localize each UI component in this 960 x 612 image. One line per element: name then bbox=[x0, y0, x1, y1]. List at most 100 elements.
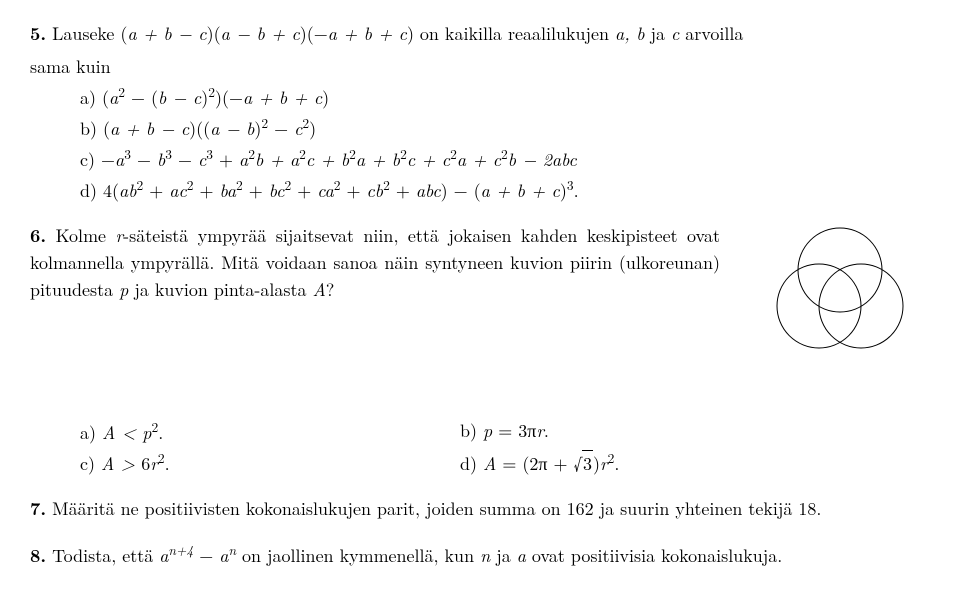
m: ) bbox=[322, 85, 329, 110]
problem-6-number: 6. bbox=[30, 223, 46, 248]
three-circles-figure bbox=[750, 222, 930, 369]
m: + bbox=[390, 178, 416, 203]
m: n+4 bbox=[168, 540, 193, 559]
m: b + a bbox=[255, 147, 299, 172]
t: − bbox=[193, 543, 219, 568]
s: 3 bbox=[124, 144, 131, 163]
math: a, b bbox=[615, 21, 644, 46]
problem-6: 6. Kolme r-säteistä ympyrää sijaitsevat … bbox=[30, 222, 930, 369]
option-c: c) −a3 − b3 − c3 + a2b + a2c + b2a + b2c… bbox=[80, 144, 930, 173]
option-b: b) (a + b − c)((a − b)2 − c2) bbox=[80, 113, 930, 142]
t: Todista, että bbox=[52, 543, 159, 568]
option-c: c) A > 6r2. bbox=[80, 448, 420, 477]
m: a + b + c bbox=[481, 178, 560, 203]
sqrt-icon: √3 bbox=[573, 450, 593, 477]
s: n bbox=[228, 540, 236, 559]
m: a bbox=[109, 85, 118, 110]
m: . bbox=[574, 178, 579, 203]
s: n+4 bbox=[168, 540, 193, 559]
m: r bbox=[150, 451, 158, 476]
problem-5-statement: 5. Lauseke (a + b − c)(a − b + c)(−a + b… bbox=[30, 20, 930, 47]
m: ) bbox=[309, 116, 316, 141]
m: − bbox=[268, 116, 294, 141]
text: Lauseke ( bbox=[52, 21, 127, 46]
m: = 3π bbox=[492, 418, 536, 443]
m: ca bbox=[317, 178, 334, 203]
s: 2 bbox=[501, 144, 508, 163]
m: A bbox=[312, 277, 325, 302]
m: bc bbox=[269, 178, 285, 203]
problem-7-number: 7. bbox=[30, 496, 46, 521]
m: a bbox=[517, 543, 526, 568]
spacer bbox=[30, 477, 930, 495]
m: − bbox=[131, 147, 157, 172]
radicand: 3 bbox=[582, 450, 593, 476]
option-d: d) 4(ab2 + ac2 + ba2 + bc2 + ca2 + cb2 +… bbox=[80, 175, 930, 204]
label: d) bbox=[460, 451, 483, 476]
m: . bbox=[614, 451, 619, 476]
m: . bbox=[544, 418, 549, 443]
m: ) bbox=[593, 451, 600, 476]
label: a) ( bbox=[80, 85, 109, 110]
m: ab bbox=[119, 178, 136, 203]
problem-8-number: 8. bbox=[30, 543, 46, 568]
label: c) bbox=[80, 451, 101, 476]
m: )(( bbox=[189, 116, 210, 141]
m: a bbox=[239, 147, 248, 172]
math: a − b + c bbox=[221, 21, 300, 46]
s: 2 bbox=[236, 175, 243, 194]
math: a + b − c bbox=[127, 21, 206, 46]
m: + bbox=[291, 178, 317, 203]
s: 2 bbox=[158, 448, 165, 467]
t: ovat positiivisia kokonaislukuja. bbox=[526, 543, 782, 568]
m: 6 bbox=[141, 451, 150, 476]
m: + bbox=[193, 178, 219, 203]
m: a + b bbox=[356, 147, 400, 172]
label: a) bbox=[80, 420, 102, 445]
s: 3 bbox=[567, 175, 574, 194]
text: )(− bbox=[300, 21, 328, 46]
m: a + c bbox=[457, 147, 501, 172]
m: − bbox=[172, 147, 198, 172]
option-d: d) A = (2π + √3)r2. bbox=[460, 448, 800, 477]
m: a + b − c bbox=[110, 116, 189, 141]
m: r bbox=[116, 223, 124, 248]
option-a: a) (a2 − (b − c)2)(−a + b + c) bbox=[80, 82, 930, 111]
m: + bbox=[243, 178, 269, 203]
s: 2 bbox=[334, 175, 341, 194]
s: 2 bbox=[248, 144, 255, 163]
problem-6-statement: 6. Kolme r-säteistä ympyrää sijaitsevat … bbox=[30, 222, 720, 303]
problem-6-options: a) A < p2. b) p = 3πr. c) A > 6r2. d) A … bbox=[30, 417, 800, 477]
option-b: b) p = 3πr. bbox=[460, 417, 800, 446]
t: ? bbox=[326, 277, 335, 302]
m: p bbox=[119, 277, 128, 302]
m: + bbox=[341, 178, 367, 203]
s: 2 bbox=[349, 144, 356, 163]
m: ac bbox=[169, 178, 186, 203]
spacer bbox=[30, 387, 930, 417]
m: a bbox=[115, 147, 124, 172]
m: c + c bbox=[407, 147, 450, 172]
m: − ( bbox=[125, 85, 158, 110]
option-a: a) A < p2. bbox=[80, 417, 420, 446]
s: 3 bbox=[165, 144, 172, 163]
m: ba bbox=[219, 178, 236, 203]
label: b) bbox=[460, 418, 483, 443]
problem-8: 8. Todista, että an+4 − an on jaollinen … bbox=[30, 540, 930, 569]
text: arvoilla bbox=[679, 21, 743, 46]
m: b − 2abc bbox=[508, 147, 577, 172]
m: cb bbox=[367, 178, 384, 203]
m: abc bbox=[416, 178, 441, 203]
math: a + b + c bbox=[328, 21, 407, 46]
m: + bbox=[213, 147, 239, 172]
t: ja kuvion pinta-alasta bbox=[128, 277, 312, 302]
text: ) on kaikilla reaalilukujen bbox=[407, 21, 615, 46]
m: + bbox=[143, 178, 169, 203]
problem-5-number: 5. bbox=[30, 21, 46, 46]
m: )(− bbox=[215, 85, 243, 110]
m: n bbox=[480, 543, 490, 568]
m: r bbox=[600, 451, 608, 476]
circles-svg bbox=[750, 222, 930, 362]
problem-5-line2: sama kuin bbox=[30, 53, 930, 80]
m: b bbox=[157, 147, 165, 172]
